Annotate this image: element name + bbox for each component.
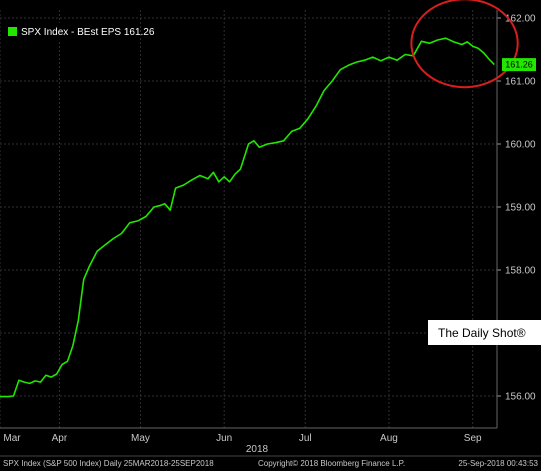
x-tick-label: Sep bbox=[464, 433, 482, 444]
last-value-box bbox=[502, 58, 536, 72]
legend-swatch bbox=[8, 27, 17, 36]
x-tick-label: Mar bbox=[3, 433, 21, 444]
x-year-label: 2018 bbox=[246, 444, 269, 455]
legend-label: SPX Index - BEst EPS 161.26 bbox=[21, 27, 155, 38]
watermark-box bbox=[428, 320, 541, 345]
footer-left: SPX Index (S&P 500 Index) Daily 25MAR201… bbox=[3, 459, 214, 468]
footer-right: 25-Sep-2018 00:43:53 bbox=[458, 459, 538, 468]
y-tick-label: 158.00 bbox=[505, 266, 536, 277]
x-tick-label: Jun bbox=[216, 433, 232, 444]
legend-box bbox=[3, 23, 140, 40]
highlight-ellipse bbox=[410, 0, 519, 89]
x-tick-label: Apr bbox=[52, 433, 68, 444]
y-tick-label: 162.00 bbox=[505, 14, 536, 25]
y-tick-label: 159.00 bbox=[505, 203, 536, 214]
footer-center: Copyright© 2018 Bloomberg Finance L.P. bbox=[258, 459, 405, 468]
legend: SPX Index - BEst EPS 161.26 bbox=[3, 23, 155, 40]
x-tick-label: Jul bbox=[299, 433, 312, 444]
watermark: The Daily Shot® bbox=[428, 320, 541, 345]
y-tick-label: 160.00 bbox=[505, 140, 536, 151]
x-tick-label: May bbox=[131, 433, 150, 444]
last-value-label: 161.26 bbox=[505, 60, 533, 70]
y-tick-label: 156.00 bbox=[505, 392, 536, 403]
x-tick-label: Aug bbox=[380, 433, 398, 444]
watermark-text: The Daily Shot® bbox=[438, 326, 526, 340]
y-tick-label: 161.00 bbox=[505, 77, 536, 88]
last-value-tag: 161.26 bbox=[502, 58, 536, 72]
grid-lines bbox=[0, 10, 497, 428]
x-axis-ticks: Mar Apr May Jun Jul Aug Sep bbox=[0, 427, 497, 444]
